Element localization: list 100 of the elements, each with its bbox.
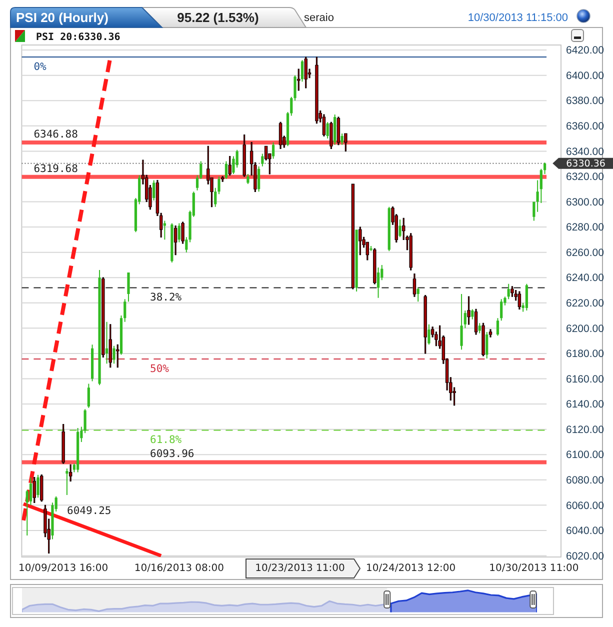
candlestick: [224, 161, 228, 180]
candlestick: [351, 184, 355, 290]
candlestick: [102, 277, 105, 358]
y-tick-label: 6240.00: [566, 272, 604, 284]
candlestick: [105, 322, 108, 364]
candlestick: [258, 166, 260, 192]
candlestick: [525, 284, 528, 310]
y-tick-label: 6280.00: [566, 222, 604, 234]
candlestick: [40, 474, 44, 502]
candlestick: [388, 206, 390, 252]
candlestick: [163, 220, 166, 240]
candlestick: [127, 272, 130, 302]
candlestick: [304, 56, 308, 88]
candlestick: [518, 291, 522, 310]
y-tick-label: 6140.00: [566, 398, 604, 411]
ref-line-label: 6330.36: [566, 158, 606, 170]
candlestick: [181, 222, 184, 244]
y-tick-label: 6080.00: [566, 474, 604, 486]
text: PSI 20:6330.36: [36, 32, 120, 43]
y-tick-label: 6160.00: [566, 373, 604, 386]
candlestick: [76, 428, 80, 472]
candlestick: [170, 223, 174, 262]
y-tick-label: 6400.00: [566, 70, 604, 82]
candlestick: [221, 176, 224, 182]
candlestick: [344, 133, 348, 152]
candlestick: [32, 477, 36, 503]
candlestick: [416, 288, 420, 302]
candlestick: [36, 474, 40, 498]
y-tick-label: 6200.00: [566, 322, 604, 335]
ref-line-label: 6346.88: [34, 128, 78, 140]
candlestick: [496, 318, 500, 336]
candlestick: [228, 156, 232, 176]
candlestick: [532, 202, 536, 221]
y-tick-label: 6300.00: [566, 196, 604, 208]
y-tick-label: 6380.00: [566, 95, 604, 108]
ref-line-label: 6319.68: [34, 162, 78, 175]
y-tick-label: 6060.00: [566, 500, 604, 512]
candlestick: [358, 226, 362, 256]
candlestick: [178, 223, 180, 242]
candlestick: [482, 322, 485, 356]
candlestick: [297, 68, 300, 91]
candlestick: [326, 122, 329, 139]
candlestick: [478, 323, 481, 334]
annotation: 61.8%: [150, 434, 182, 446]
candlestick: [474, 308, 478, 335]
candlestick: [486, 332, 488, 359]
annotation: 6049.25: [67, 505, 112, 517]
candlestick: [322, 114, 326, 136]
chart-subtitle: 95.22 (1.53%): [177, 10, 259, 25]
candlestick: [90, 344, 94, 382]
y-tick-label: 6040.00: [566, 525, 604, 538]
x-tick-label: 10/24/2013 12:00: [366, 563, 456, 574]
x-tick-label: 10/16/2013 08:00: [134, 563, 224, 574]
y-tick-label: 6260.00: [566, 246, 604, 259]
candlestick: [98, 270, 101, 386]
candlestick: [242, 134, 246, 177]
candlestick: [510, 286, 514, 297]
candlestick: [330, 122, 333, 149]
candlestick: [62, 424, 65, 464]
text: seraio: [304, 12, 334, 24]
x-tick-label: 10/09/2013 16:00: [18, 563, 108, 574]
candlestick: [373, 248, 376, 284]
y-tick-label: 6360.00: [566, 120, 604, 133]
candlestick: [116, 344, 120, 368]
candlestick: [112, 346, 116, 364]
annotation: 38.2%: [150, 292, 182, 304]
candlestick: [278, 122, 282, 149]
candlestick: [261, 154, 264, 166]
candlestick: [460, 294, 463, 350]
candlestick: [424, 295, 427, 354]
annotation: 0%: [34, 61, 48, 74]
candlestick: [467, 296, 470, 325]
candlestick: [355, 230, 358, 292]
text: 10/30/2013 11:15:00: [468, 12, 568, 24]
candlestick: [409, 233, 412, 270]
candlestick: [87, 384, 90, 408]
candlestick: [246, 174, 250, 184]
y-tick-label: 6420.00: [566, 44, 604, 57]
candlestick: [543, 162, 546, 174]
text: 10/23/2013 11:00: [255, 563, 345, 574]
candlestick: [500, 299, 503, 321]
candlestick: [376, 268, 380, 298]
candlestick: [300, 60, 304, 82]
candlestick: [340, 133, 344, 145]
ref-line-label: 6093.96: [150, 448, 194, 460]
candlestick: [428, 324, 430, 345]
y-tick-label: 6340.00: [566, 146, 604, 158]
x-tick-label: 10/30/2013 11:00: [489, 563, 579, 574]
candlestick: [334, 114, 336, 145]
candlestick: [471, 309, 474, 320]
chart-title: PSI 20 (Hourly): [16, 10, 108, 25]
candlestick: [68, 464, 72, 482]
y-tick-label: 6180.00: [566, 348, 604, 360]
candlestick: [370, 246, 372, 252]
candlestick: [66, 468, 68, 496]
candlestick: [152, 180, 156, 200]
candlestick: [336, 116, 340, 146]
candlestick: [174, 225, 178, 256]
y-tick-label: 6100.00: [566, 449, 604, 462]
y-tick-label: 6120.00: [566, 424, 604, 436]
